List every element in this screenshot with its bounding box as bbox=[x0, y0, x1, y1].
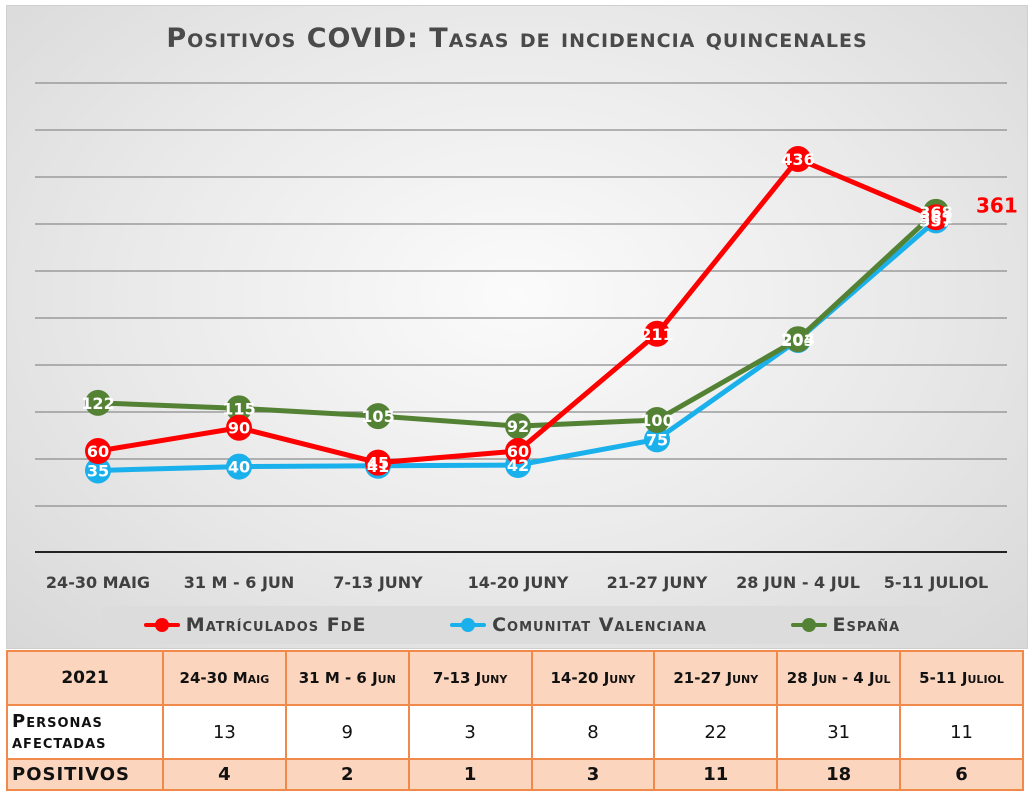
data-label: 105 bbox=[361, 407, 394, 426]
chart-area: Positivos COVID: Tasas de incidencia qui… bbox=[6, 5, 1028, 649]
legend-item-espana: España bbox=[790, 614, 901, 636]
data-label: 122 bbox=[81, 394, 114, 413]
data-label: 60 bbox=[87, 442, 109, 461]
legend-label: España bbox=[832, 614, 901, 636]
x-tick-label: 7-13 JUNY bbox=[333, 573, 423, 592]
table-cell: 22 bbox=[653, 704, 779, 760]
data-label: 45 bbox=[367, 454, 389, 473]
data-table: 2021 24-30 Maig 31 M - 6 Jun 7-13 Juny 1… bbox=[6, 650, 1024, 791]
x-tick-label: 14-20 JUNY bbox=[468, 573, 569, 592]
data-label: 203 bbox=[781, 331, 814, 350]
data-label: 90 bbox=[228, 419, 250, 438]
legend: Matrículados FdE Comunitat Valenciana Es… bbox=[102, 606, 942, 644]
data-label: 100 bbox=[640, 411, 673, 430]
table-cell: 13 bbox=[162, 704, 287, 760]
data-point bbox=[505, 438, 531, 465]
x-tick-label: 31 M - 6 JUN bbox=[184, 573, 295, 592]
legend-label: Comunitat Valenciana bbox=[492, 614, 707, 636]
data-point bbox=[85, 389, 111, 416]
data-point bbox=[365, 403, 391, 430]
data-label: 41 bbox=[367, 457, 389, 476]
table-cell: 4 bbox=[162, 758, 287, 791]
table-cell: 31 bbox=[776, 704, 902, 760]
data-point bbox=[226, 414, 252, 441]
data-label: 40 bbox=[228, 458, 250, 477]
legend-swatch-red bbox=[143, 618, 180, 632]
table-row: Personas afectadas 13 9 3 8 22 31 11 bbox=[6, 704, 1024, 760]
data-point bbox=[226, 395, 252, 422]
table-row-label: POSITIVOS bbox=[6, 758, 164, 791]
table-row-label: Personas afectadas bbox=[6, 704, 164, 760]
legend-label: Matrículados FdE bbox=[185, 614, 367, 636]
table-cell: 3 bbox=[530, 758, 656, 791]
data-label: 60 bbox=[507, 442, 529, 461]
table-header-cell: 28 Jun - 4 Jul bbox=[776, 650, 902, 706]
table-header-row: 2021 24-30 Maig 31 M - 6 Jun 7-13 Juny 1… bbox=[6, 650, 1024, 706]
table-header-cell: 24-30 Maig bbox=[162, 650, 287, 706]
table-row: POSITIVOS 4 2 1 3 11 18 6 bbox=[6, 758, 1024, 791]
legend-swatch-blue bbox=[450, 618, 487, 632]
table-header-cell: 21-27 Juny bbox=[653, 650, 779, 706]
table-cell: 11 bbox=[899, 704, 1024, 760]
x-tick-label: 24-30 MAIG bbox=[46, 573, 150, 592]
x-tick-label: 28 JUN - 4 JUL bbox=[736, 573, 860, 592]
legend-swatch-green bbox=[790, 618, 827, 632]
annotation-label: 361 bbox=[976, 193, 1018, 217]
data-point bbox=[226, 453, 252, 480]
table-header-cell: 5-11 Juliol bbox=[899, 650, 1024, 706]
table-cell: 9 bbox=[284, 704, 410, 760]
table-cell: 3 bbox=[407, 704, 533, 760]
data-label: 115 bbox=[222, 399, 255, 418]
data-point bbox=[785, 326, 811, 353]
table-header-cell: 31 M - 6 Jun bbox=[284, 650, 410, 706]
plot-area: 24-30 MAIG 31 M - 6 JUN 7-13 JUNY 14-20 JUN… bbox=[35, 82, 1018, 592]
data-label: 75 bbox=[646, 430, 668, 449]
data-point bbox=[85, 438, 111, 465]
table-cell: 8 bbox=[530, 704, 656, 760]
data-label: 436 bbox=[781, 150, 814, 169]
data-point bbox=[85, 457, 111, 484]
data-point bbox=[505, 413, 531, 440]
data-label: 211 bbox=[640, 325, 673, 344]
table-year-cell: 2021 bbox=[6, 650, 164, 706]
table-cell: 2 bbox=[284, 758, 410, 791]
table-cell: 11 bbox=[653, 758, 779, 791]
data-label: 35 bbox=[87, 461, 109, 480]
data-point bbox=[644, 406, 670, 433]
table-cell: 6 bbox=[899, 758, 1024, 791]
data-label: 92 bbox=[507, 417, 529, 436]
table-cell: 1 bbox=[407, 758, 533, 791]
data-label: 361 bbox=[919, 208, 952, 227]
table-cell: 18 bbox=[776, 758, 902, 791]
x-tick-label: 5-11 JULIOL bbox=[884, 573, 989, 592]
legend-item-comunitat: Comunitat Valenciana bbox=[450, 614, 707, 636]
data-label: 204 bbox=[781, 330, 814, 349]
chart-title: Positivos COVID: Tasas de incidencia qui… bbox=[166, 23, 868, 54]
data-label: 357 bbox=[919, 211, 952, 230]
x-tick-label: 21-27 JUNY bbox=[607, 573, 708, 592]
series-line bbox=[95, 209, 939, 429]
table-header-cell: 7-13 Juny bbox=[407, 650, 533, 706]
data-point bbox=[644, 426, 670, 453]
table-header-cell: 14-20 Juny bbox=[530, 650, 656, 706]
legend-item-matriculados: Matrículados FdE bbox=[143, 614, 367, 636]
data-label: 42 bbox=[507, 456, 529, 475]
data-point bbox=[365, 449, 391, 476]
data-point bbox=[923, 204, 949, 231]
data-point bbox=[644, 320, 670, 347]
data-label: 368 bbox=[919, 203, 952, 222]
data-point bbox=[785, 146, 811, 173]
